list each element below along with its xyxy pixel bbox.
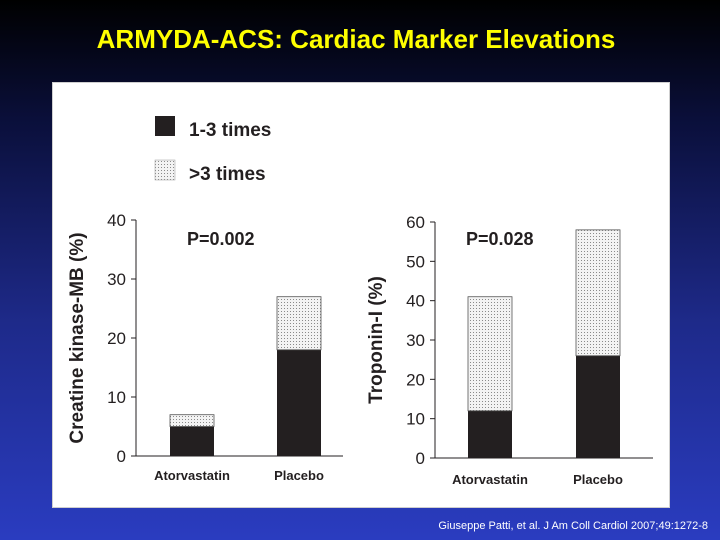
chart2-bar-atorvastatin-solid <box>468 410 512 458</box>
chart1-ytick-label: 30 <box>107 270 126 289</box>
chart1-bar-atorvastatin-solid <box>170 426 214 456</box>
chart1-ytick-label: 20 <box>107 329 126 348</box>
chart1-category-label: Placebo <box>274 468 324 483</box>
chart1-p-value: P=0.002 <box>187 229 255 249</box>
legend-swatch-solid <box>155 116 175 136</box>
chart1-ytick-label: 10 <box>107 388 126 407</box>
chart2-category-label: Placebo <box>573 472 623 487</box>
chart1-bar-atorvastatin-dotted <box>169 414 215 427</box>
chart2-p-value: P=0.028 <box>466 229 534 249</box>
chart1-ytick-label: 0 <box>117 447 126 466</box>
chart2-ytick-label: 50 <box>406 252 425 271</box>
legend-label-dotted: >3 times <box>189 164 266 185</box>
chart2-bar-placebo-dotted <box>575 229 621 357</box>
slide-title: ARMYDA-ACS: Cardiac Marker Elevations <box>96 24 616 54</box>
chart2-bar-placebo-solid <box>576 355 620 458</box>
chart2-ytick-label: 0 <box>416 449 425 468</box>
chart1-ytick-label: 40 <box>107 211 126 230</box>
legend-swatch-dotted <box>154 159 176 181</box>
chart1-category-label: Atorvastatin <box>154 468 230 483</box>
chart2-ytick-label: 30 <box>406 331 425 350</box>
chart2-category-label: Atorvastatin <box>452 472 528 487</box>
citation: Giuseppe Patti, et al. J Am Coll Cardiol… <box>438 520 708 532</box>
chart2-ytick-label: 40 <box>406 292 425 311</box>
chart-panel: 1-3 times >3 times 0 10 20 30 40 Creatine kin… <box>52 82 670 508</box>
legend: 1-3 times >3 times <box>154 116 271 185</box>
legend-label-solid: 1-3 times <box>189 120 271 141</box>
chart1-bar-placebo-dotted <box>276 296 322 351</box>
chart2-y-axis-label: Troponin-I (%) <box>366 276 387 404</box>
chart2-bar-atorvastatin-dotted <box>467 296 513 412</box>
chart2-ytick-label: 20 <box>406 370 425 389</box>
chart2-ytick-label: 60 <box>406 213 425 232</box>
chart1-bar-placebo-solid <box>277 349 321 456</box>
chart2-ytick-label: 10 <box>406 410 425 429</box>
charts-svg: 1-3 times >3 times 0 10 20 30 40 Creatine kin… <box>67 116 653 487</box>
chart1-y-axis-label: Creatine kinase-MB (%) <box>67 232 88 443</box>
